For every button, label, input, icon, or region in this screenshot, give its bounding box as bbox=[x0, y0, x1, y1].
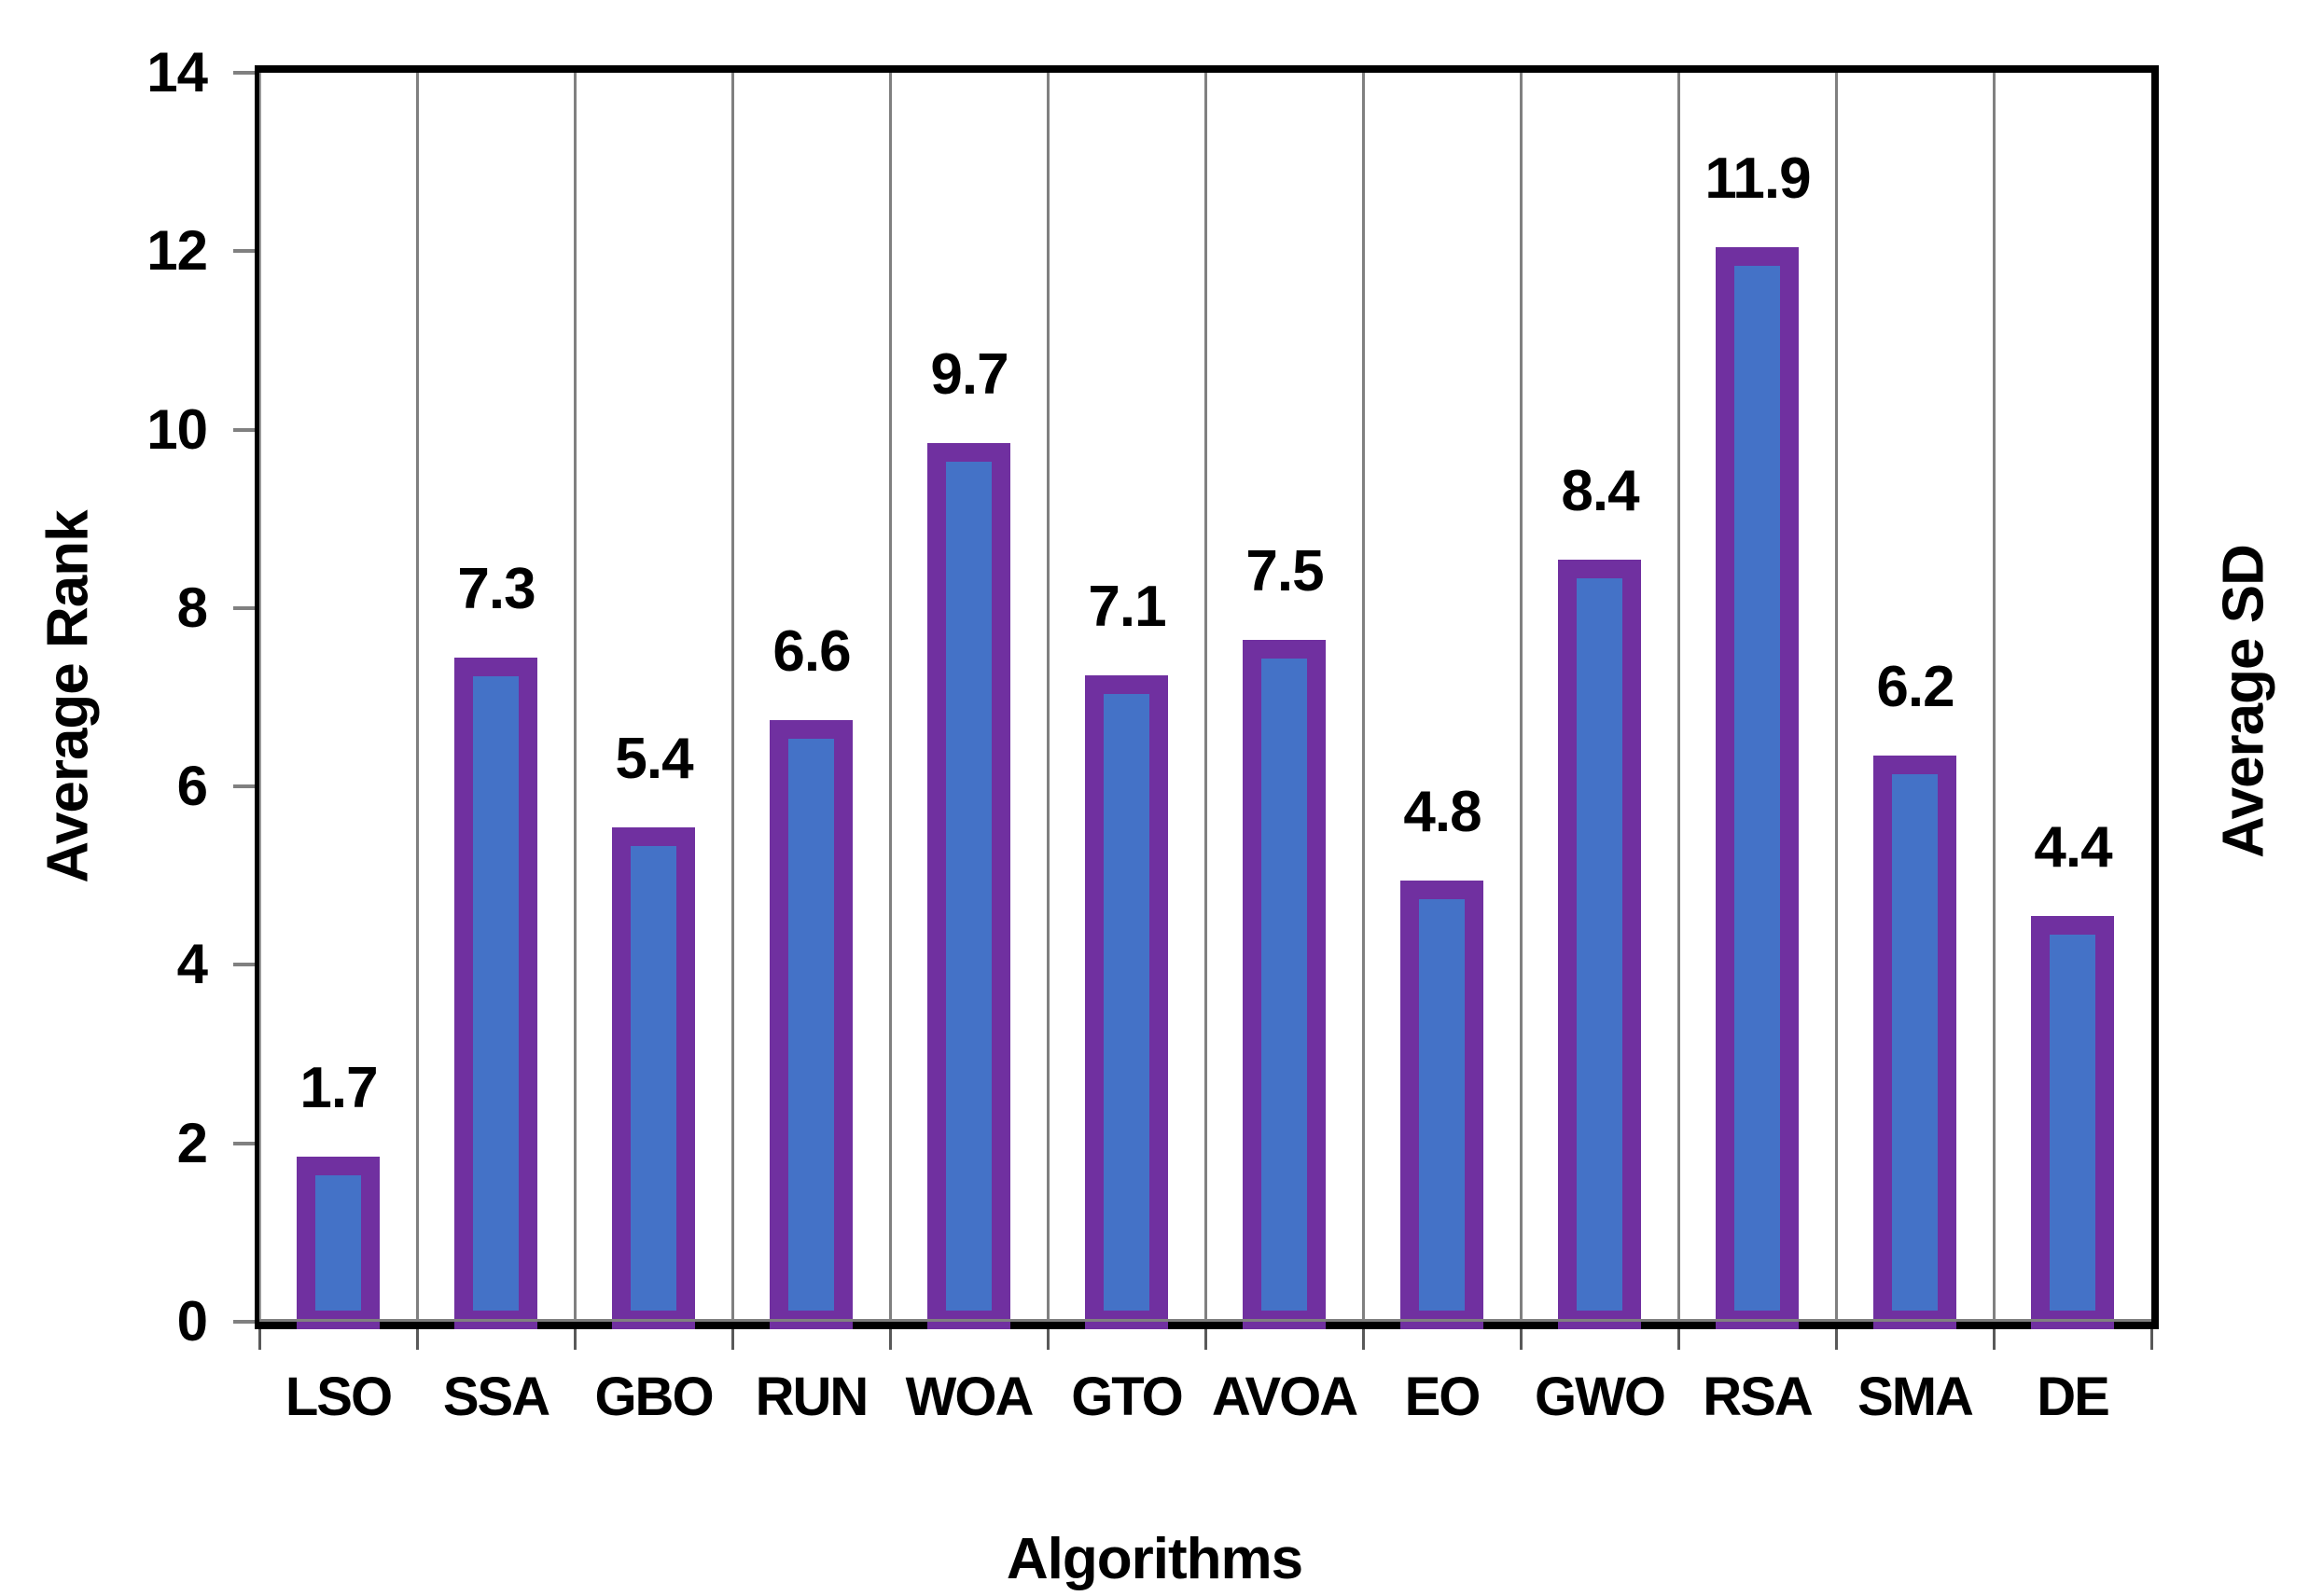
bar-rsa bbox=[1716, 247, 1799, 1329]
gridline bbox=[1676, 73, 1680, 1322]
bar-de bbox=[2031, 916, 2114, 1329]
bar-value-label: 5.4 bbox=[615, 727, 693, 791]
y-tick-label: 6 bbox=[176, 755, 208, 817]
gridline bbox=[1046, 73, 1050, 1322]
bar-woa bbox=[927, 443, 1010, 1329]
gridline bbox=[1992, 73, 1996, 1322]
y-tick-mark bbox=[233, 784, 255, 788]
x-tick-mark bbox=[416, 1329, 419, 1350]
y-tick-label: 10 bbox=[146, 398, 208, 461]
x-tick-label: GBO bbox=[594, 1367, 714, 1427]
x-tick-label: EO bbox=[1404, 1367, 1481, 1427]
bar-run bbox=[770, 720, 853, 1329]
y-tick-mark bbox=[233, 1142, 255, 1145]
x-tick-mark bbox=[1362, 1329, 1365, 1350]
x-tick-label: DE bbox=[2037, 1367, 2110, 1427]
bar-value-label: 4.4 bbox=[2034, 815, 2112, 880]
y-axis-title-right: Average SD bbox=[2211, 545, 2276, 858]
bar-value-label: 6.2 bbox=[1876, 655, 1954, 719]
bar-value-label: 8.4 bbox=[1561, 459, 1639, 523]
x-tick-mark bbox=[2150, 1329, 2153, 1350]
bar-value-label: 6.6 bbox=[772, 619, 851, 684]
gridline bbox=[1203, 73, 1207, 1322]
x-tick-mark bbox=[1047, 1329, 1050, 1350]
y-tick-mark bbox=[233, 71, 255, 75]
x-tick-mark bbox=[1993, 1329, 1996, 1350]
x-tick-mark bbox=[1677, 1329, 1680, 1350]
y-tick-label: 12 bbox=[146, 219, 208, 282]
y-tick-mark bbox=[233, 1320, 255, 1324]
gridline bbox=[573, 73, 577, 1322]
bar-sma bbox=[1873, 756, 1956, 1329]
bar-value-label: 1.7 bbox=[299, 1056, 378, 1120]
x-tick-mark bbox=[889, 1329, 892, 1350]
x-axis-title: Algorithms bbox=[1006, 1527, 1303, 1591]
bar-avoa bbox=[1243, 640, 1326, 1329]
gridline bbox=[1519, 73, 1523, 1322]
bar-lso bbox=[297, 1157, 380, 1329]
y-tick-label: 8 bbox=[176, 576, 208, 639]
x-tick-label: SMA bbox=[1857, 1367, 1974, 1427]
y-tick-mark bbox=[233, 606, 255, 610]
gridline bbox=[888, 73, 892, 1322]
bar-eo bbox=[1400, 881, 1483, 1329]
gridline bbox=[1361, 73, 1365, 1322]
x-tick-mark bbox=[731, 1329, 734, 1350]
x-tick-mark bbox=[1835, 1329, 1838, 1350]
x-tick-label: GWO bbox=[1535, 1367, 1666, 1427]
bar-value-label: 4.8 bbox=[1403, 780, 1481, 844]
bar-value-label: 7.1 bbox=[1088, 575, 1166, 639]
bar-value-label: 9.7 bbox=[930, 342, 1008, 407]
bar-gto bbox=[1085, 675, 1168, 1329]
y-tick-label: 0 bbox=[176, 1290, 208, 1353]
x-tick-label: RSA bbox=[1703, 1367, 1813, 1427]
gridline bbox=[730, 73, 734, 1322]
y-tick-mark bbox=[233, 249, 255, 253]
y-tick-label: 14 bbox=[146, 41, 208, 104]
bar-value-label: 7.3 bbox=[457, 557, 536, 621]
x-tick-label: WOA bbox=[905, 1367, 1035, 1427]
y-tick-mark bbox=[233, 428, 255, 432]
bar-gbo bbox=[612, 827, 695, 1329]
bar-value-label: 11.9 bbox=[1704, 146, 1811, 211]
x-tick-mark bbox=[1204, 1329, 1207, 1350]
x-tick-mark bbox=[258, 1329, 261, 1350]
x-tick-label: LSO bbox=[285, 1367, 393, 1427]
y-axis-title-left: Average Rank bbox=[35, 510, 101, 883]
plot-area: 1.7 7.3 5.4 6.6 9.7 7.1 7.5 4.8 8.4 11.9 6.2 4.4 bbox=[255, 65, 2159, 1329]
x-tick-label: GTO bbox=[1071, 1367, 1184, 1427]
x-tick-label: RUN bbox=[755, 1367, 869, 1427]
x-tick-mark bbox=[574, 1329, 577, 1350]
x-tick-label: AVOA bbox=[1211, 1367, 1358, 1427]
bar-gwo bbox=[1558, 560, 1641, 1329]
y-tick-mark bbox=[233, 963, 255, 966]
y-tick-label: 2 bbox=[176, 1112, 208, 1174]
x-tick-label: SSA bbox=[442, 1367, 550, 1427]
x-tick-mark bbox=[1520, 1329, 1523, 1350]
bar-value-label: 7.5 bbox=[1245, 539, 1324, 604]
bar-ssa bbox=[454, 658, 537, 1329]
gridline bbox=[415, 73, 419, 1322]
y-tick-label: 4 bbox=[176, 933, 208, 995]
gridline bbox=[1834, 73, 1838, 1322]
